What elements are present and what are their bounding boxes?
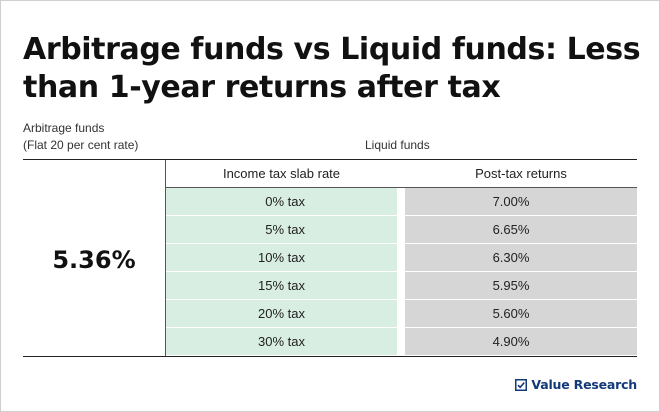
returns-cell: 5.60% xyxy=(405,299,637,328)
value-research-logo: Value Research xyxy=(515,377,637,392)
slab-cell: 20% tax xyxy=(166,299,397,328)
header-gap xyxy=(397,160,405,188)
slab-cell: 15% tax xyxy=(166,271,397,300)
gap-cell xyxy=(397,327,405,355)
liquid-funds-table: Income tax slab rate Post-tax returns 0%… xyxy=(166,160,637,355)
returns-cell: 6.65% xyxy=(405,215,637,244)
gap-cell xyxy=(397,299,405,328)
gap-cell xyxy=(397,243,405,272)
table-row: 15% tax 5.95% xyxy=(166,271,637,300)
table-row: 5% tax 6.65% xyxy=(166,215,637,244)
page-title: Arbitrage funds vs Liquid funds: Less th… xyxy=(23,32,641,105)
header-slab-rate: Income tax slab rate xyxy=(166,160,397,188)
slab-cell: 5% tax xyxy=(166,215,397,244)
table-row: 0% tax 7.00% xyxy=(166,187,637,216)
returns-cell: 6.30% xyxy=(405,243,637,272)
liquid-funds-label: Liquid funds xyxy=(365,138,430,152)
header-post-tax-returns: Post-tax returns xyxy=(405,160,637,188)
returns-cell: 7.00% xyxy=(405,187,637,216)
checkmark-box-icon xyxy=(515,378,528,391)
table-top-rule xyxy=(23,159,637,160)
returns-cell: 4.90% xyxy=(405,327,637,355)
slab-cell: 30% tax xyxy=(166,327,397,355)
arbitrage-funds-label-line1: Arbitrage funds xyxy=(23,121,105,135)
table-row: 20% tax 5.60% xyxy=(166,299,637,328)
arbitrage-funds-label-line2: (Flat 20 per cent rate) xyxy=(23,138,139,152)
column-divider xyxy=(165,160,166,357)
gap-cell xyxy=(397,215,405,244)
table-header-row: Income tax slab rate Post-tax returns xyxy=(166,160,637,188)
table-row: 10% tax 6.30% xyxy=(166,243,637,272)
arbitrage-funds-label: Arbitrage funds (Flat 20 per cent rate) xyxy=(23,120,138,154)
slab-cell: 10% tax xyxy=(166,243,397,272)
arbitrage-return-value: 5.36% xyxy=(52,246,136,274)
table-bottom-rule xyxy=(23,356,637,357)
returns-cell: 5.95% xyxy=(405,271,637,300)
brand-name: Value Research xyxy=(531,377,637,392)
table-row: 30% tax 4.90% xyxy=(166,327,637,355)
gap-cell xyxy=(397,271,405,300)
gap-cell xyxy=(397,187,405,216)
slab-cell: 0% tax xyxy=(166,187,397,216)
